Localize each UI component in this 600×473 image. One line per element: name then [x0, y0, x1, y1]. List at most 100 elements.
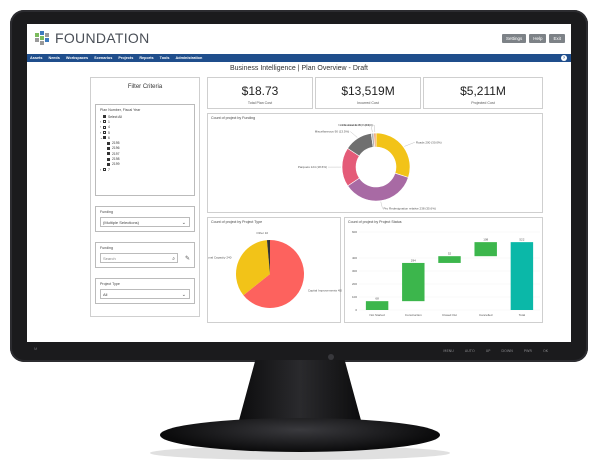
- funding-search-slicer: Funding Search ⌕ ✎: [95, 242, 195, 268]
- chevron-down-icon: ⌄: [181, 292, 186, 298]
- tree-item-label: 2199: [112, 162, 120, 167]
- expand-arrow-icon[interactable]: ⌄: [100, 135, 103, 140]
- kpi-value: $5,211M: [460, 84, 506, 98]
- slice-label: Additional Capacity 240: [208, 255, 232, 259]
- plan-tree-label: Plan Number, Fiscal Year: [100, 108, 141, 112]
- nav-tools[interactable]: Tools: [159, 56, 170, 60]
- monitor-down-button[interactable]: DOWN: [501, 349, 513, 353]
- tree-item[interactable]: 2197: [100, 151, 122, 156]
- checkbox[interactable]: [107, 157, 110, 161]
- project-type-slicer: Project Type All ⌄: [95, 278, 195, 304]
- funding-slicer: Funding (Multiple Selections) ⌄: [95, 206, 195, 232]
- project-type-chart-panel: Count of project by Project Type Capital…: [200, 217, 343, 323]
- kpi-label: Total Plan Cost: [247, 101, 273, 105]
- pie-slice[interactable]: [236, 240, 270, 296]
- nav-needs[interactable]: Needs: [48, 56, 60, 60]
- tree-item[interactable]: ⌄ 6: [100, 135, 122, 140]
- checkbox[interactable]: [103, 136, 106, 140]
- tree-item[interactable]: Select All: [100, 114, 122, 119]
- nav-reports[interactable]: Reports: [139, 56, 154, 60]
- pie-slice[interactable]: [243, 240, 304, 308]
- funding-search-input[interactable]: Search ⌕: [100, 253, 178, 263]
- tree-item-label: 7: [108, 167, 110, 172]
- screen: FOUNDATION Settings Help Exit Assets Nee…: [27, 24, 571, 342]
- tree-item-label: 2197: [112, 151, 120, 156]
- tree-item[interactable]: › 1: [100, 119, 122, 124]
- status-bar[interactable]: [474, 242, 497, 257]
- expand-arrow-icon[interactable]: ›: [100, 125, 102, 130]
- monitor-up-button[interactable]: UP: [485, 349, 491, 353]
- exit-button[interactable]: Exit: [549, 34, 565, 43]
- donut-slice[interactable]: [373, 132, 377, 148]
- nav-administration[interactable]: Administration: [175, 56, 203, 60]
- expand-arrow-icon[interactable]: ›: [100, 119, 102, 124]
- tree-item[interactable]: 2196: [100, 146, 122, 151]
- checkbox[interactable]: [103, 115, 106, 119]
- x-category-label: Construction: [405, 313, 422, 317]
- status-bar[interactable]: [365, 301, 389, 310]
- tree-item[interactable]: 2199: [100, 162, 122, 167]
- nav-projects[interactable]: Projects: [118, 56, 134, 60]
- donut-slice[interactable]: [375, 132, 411, 178]
- monitor-menu-button[interactable]: MENU: [443, 349, 454, 353]
- tree-item-label: 6: [108, 135, 110, 140]
- checkbox[interactable]: [107, 152, 110, 156]
- tree-item[interactable]: 2195: [100, 140, 122, 145]
- x-category-label: Total: [519, 313, 526, 317]
- x-category-label: Cancelled: [479, 313, 493, 317]
- app-logo-text: FOUNDATION: [55, 30, 150, 46]
- funding-chart-title: Count of project by Funding: [211, 116, 256, 120]
- funding-label: Funding: [100, 210, 113, 214]
- eraser-icon[interactable]: ✎: [184, 256, 190, 262]
- tree-item-label: Select All: [108, 114, 122, 119]
- checkbox[interactable]: [107, 146, 110, 150]
- search-placeholder: Search: [103, 256, 116, 261]
- tree-item-label: 2195: [112, 141, 120, 146]
- monitor-power-button[interactable]: PWR: [523, 349, 532, 353]
- tree-item[interactable]: › 5: [100, 130, 122, 135]
- data-label: 108: [483, 238, 488, 242]
- expand-arrow-icon[interactable]: ›: [100, 130, 102, 135]
- slice-leader-line: [350, 131, 358, 138]
- kpi-value: $13,519M: [341, 84, 395, 98]
- funding-dropdown[interactable]: (Multiple Selections) ⌄: [100, 217, 190, 227]
- checkbox[interactable]: [103, 120, 106, 124]
- slice-label: Pro Redesignation relative 238 (35.6%): [384, 207, 436, 211]
- y-tick-label: 600: [352, 230, 357, 234]
- project-type-dropdown[interactable]: All ⌄: [100, 289, 190, 299]
- expand-arrow-icon[interactable]: ›: [100, 167, 102, 172]
- monitor-ok-button[interactable]: OK: [542, 349, 548, 353]
- kpi-total-plan-cost: $18.73 Total Plan Cost: [207, 77, 313, 109]
- status-bar[interactable]: [438, 256, 461, 263]
- monitor-auto-button[interactable]: AUTO: [464, 349, 475, 353]
- nav-workspaces[interactable]: Workspaces: [65, 56, 89, 60]
- status-bar[interactable]: [510, 242, 534, 310]
- tree-item-label: 1: [108, 119, 110, 124]
- nav-assets[interactable]: Assets: [30, 56, 43, 60]
- filter-title: Filter Criteria: [127, 84, 163, 90]
- tree-item[interactable]: 2198: [100, 156, 122, 161]
- settings-button[interactable]: Settings: [501, 34, 527, 43]
- tree-item[interactable]: › 4: [100, 125, 122, 130]
- slice-label: We-done 11 8 (1.2%): [342, 123, 370, 127]
- help-icon[interactable]: ?: [561, 55, 567, 61]
- checkbox[interactable]: [107, 162, 110, 166]
- funding-dropdown-value: (Multiple Selections): [103, 220, 140, 225]
- y-tick-label: 0: [355, 308, 357, 312]
- pie-slice[interactable]: [266, 240, 270, 274]
- project-type-value: All: [103, 292, 108, 297]
- slice-leader-line: [404, 142, 415, 147]
- project-status-chart-panel: Count of project by Project Status 0 100 2…: [344, 217, 543, 323]
- checkbox[interactable]: [103, 168, 106, 172]
- checkbox[interactable]: [103, 131, 106, 135]
- checkbox[interactable]: [103, 125, 106, 129]
- checkbox[interactable]: [107, 141, 110, 145]
- nav-scenarios[interactable]: Scenarios: [94, 56, 113, 60]
- y-tick-label: 400: [352, 256, 357, 260]
- status-bar[interactable]: [402, 262, 425, 302]
- y-tick-label: 100: [352, 295, 357, 299]
- tree-item[interactable]: › 7: [100, 167, 122, 172]
- slice-label: Roads 200 (30.0%): [416, 140, 442, 144]
- help-button[interactable]: Help: [529, 34, 547, 43]
- funding-chart-panel: Count of project by Funding Roads 200 (3…: [207, 113, 543, 213]
